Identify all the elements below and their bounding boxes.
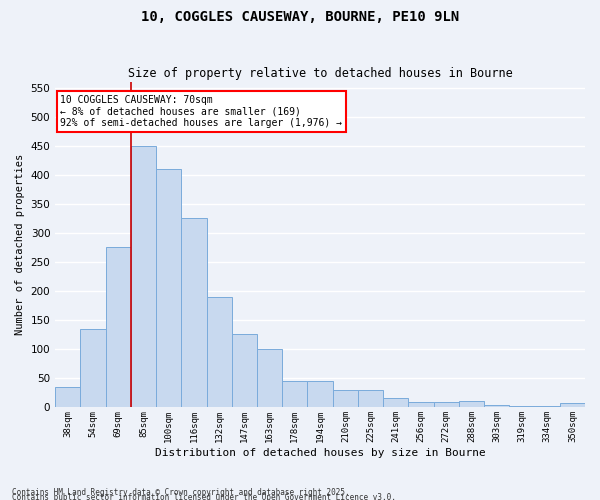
Bar: [535, 406, 560, 407]
Bar: [282, 381, 307, 407]
Bar: [560, 403, 585, 407]
Bar: [156, 169, 181, 407]
Bar: [206, 296, 232, 407]
Bar: [257, 349, 282, 407]
X-axis label: Distribution of detached houses by size in Bourne: Distribution of detached houses by size …: [155, 448, 485, 458]
Bar: [55, 386, 80, 407]
Bar: [181, 218, 206, 407]
Bar: [484, 404, 509, 407]
Y-axis label: Number of detached properties: Number of detached properties: [15, 154, 25, 335]
Bar: [332, 390, 358, 407]
Bar: [434, 402, 459, 407]
Bar: [131, 146, 156, 407]
Bar: [232, 334, 257, 407]
Bar: [509, 406, 535, 407]
Bar: [409, 402, 434, 407]
Title: Size of property relative to detached houses in Bourne: Size of property relative to detached ho…: [128, 66, 512, 80]
Text: 10 COGGLES CAUSEWAY: 70sqm
← 8% of detached houses are smaller (169)
92% of semi: 10 COGGLES CAUSEWAY: 70sqm ← 8% of detac…: [61, 95, 343, 128]
Text: 10, COGGLES CAUSEWAY, BOURNE, PE10 9LN: 10, COGGLES CAUSEWAY, BOURNE, PE10 9LN: [141, 10, 459, 24]
Bar: [358, 390, 383, 407]
Bar: [307, 381, 332, 407]
Bar: [459, 401, 484, 407]
Bar: [80, 328, 106, 407]
Text: Contains public sector information licensed under the Open Government Licence v3: Contains public sector information licen…: [12, 492, 396, 500]
Bar: [383, 398, 409, 407]
Bar: [106, 248, 131, 407]
Text: Contains HM Land Registry data © Crown copyright and database right 2025.: Contains HM Land Registry data © Crown c…: [12, 488, 350, 497]
